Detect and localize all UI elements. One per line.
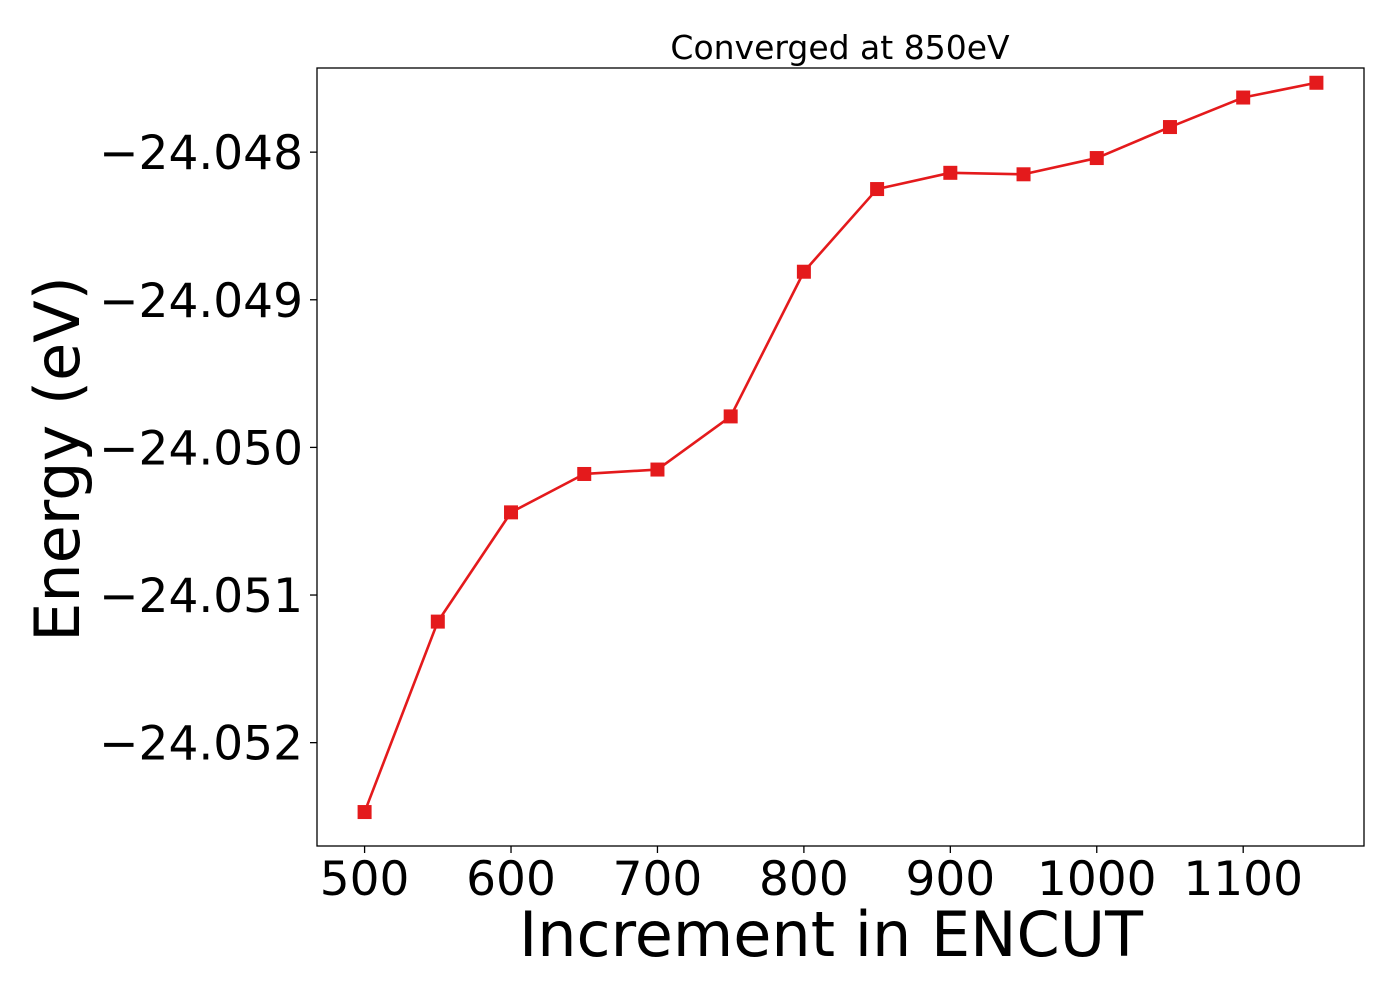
x-tick-label: 1000 [1037, 852, 1157, 907]
data-point [1162, 120, 1177, 135]
chart-title: Converged at 850eV [670, 28, 1010, 67]
x-tick-label: 700 [613, 852, 703, 907]
series-line [363, 81, 1317, 813]
x-tick-label: 1100 [1183, 852, 1303, 907]
plot-frame [316, 67, 1365, 847]
data-point [357, 805, 372, 820]
x-axis-label: Increment in ENCUT [519, 898, 1144, 971]
x-tick-label: 800 [759, 852, 849, 907]
y-axis: −24.048 −24.049 −24.050 −24.051 −24.052 [99, 126, 317, 772]
data-point [504, 505, 519, 520]
y-tick-label: −24.051 [99, 569, 303, 624]
x-tick-label: 900 [905, 852, 995, 907]
plot-area [357, 75, 1324, 820]
x-axis: 500 600 700 800 900 1000 1100 [320, 846, 1303, 907]
data-point [796, 264, 811, 279]
data-point [943, 165, 958, 180]
y-tick-label: −24.048 [99, 126, 303, 181]
data-point [430, 614, 445, 629]
y-axis-label: Energy (eV) [21, 276, 94, 642]
data-point [1089, 151, 1104, 166]
y-tick-label: −24.049 [99, 274, 303, 329]
data-point [870, 182, 885, 197]
data-point [1016, 167, 1031, 182]
y-tick-label: −24.052 [99, 717, 303, 772]
data-point [650, 462, 665, 477]
x-tick-label: 600 [466, 852, 556, 907]
x-tick-label: 500 [320, 852, 410, 907]
data-point [723, 409, 738, 424]
data-point [1309, 75, 1324, 90]
y-tick-label: −24.050 [99, 421, 303, 476]
data-point [1236, 90, 1251, 105]
data-point [577, 466, 592, 481]
